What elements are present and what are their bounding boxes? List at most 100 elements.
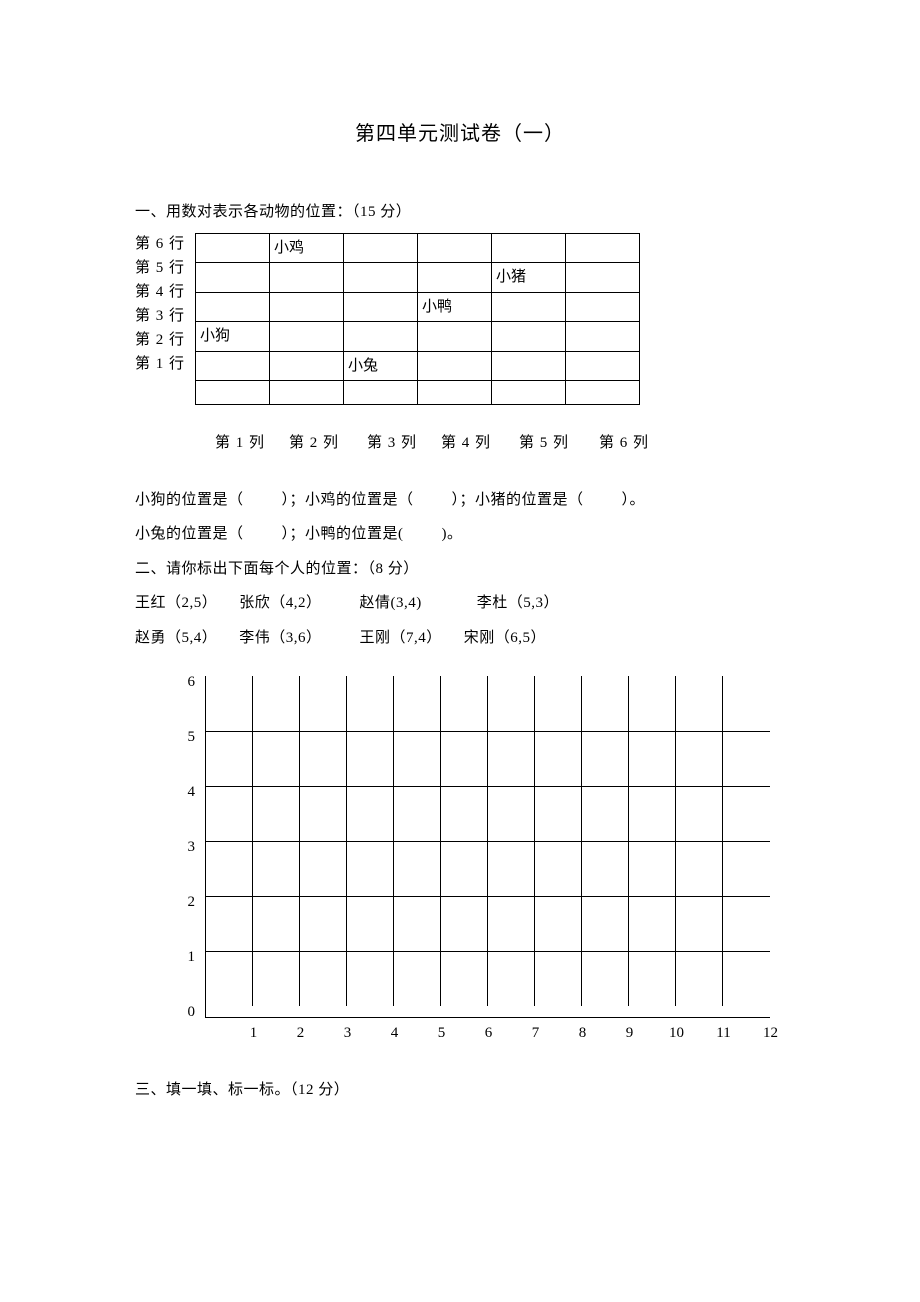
grid-cell	[629, 786, 676, 841]
y-tick: 3	[177, 833, 195, 888]
grid-cell	[441, 951, 488, 1006]
table-cell	[344, 263, 418, 293]
animal-table: 小鸡 小猪 小鸭 小狗	[195, 233, 640, 406]
grid-cell	[723, 841, 770, 896]
row-label: 第 4 行	[135, 281, 185, 305]
table-cell	[566, 233, 640, 263]
grid-cell	[535, 951, 582, 1006]
grid-cell	[629, 951, 676, 1006]
table-cell	[566, 292, 640, 322]
x-axis: 123456789101112	[183, 1019, 794, 1048]
grid-cell	[300, 731, 347, 786]
col-label: 第 4 列	[441, 429, 515, 458]
grid-cell	[723, 676, 770, 731]
grid-cell	[347, 676, 394, 731]
grid-cell	[253, 841, 300, 896]
q-text: ）；小猪的位置是（	[452, 492, 584, 508]
row-label: 第 1 行	[135, 353, 185, 377]
table-cell	[418, 233, 492, 263]
grid-cell	[206, 896, 253, 951]
col-label: 第 5 列	[519, 429, 593, 458]
grid-cell	[300, 841, 347, 896]
q-text: ）；小鸭的位置是(	[282, 526, 404, 542]
grid-cell	[582, 841, 629, 896]
grid-cell	[253, 896, 300, 951]
grid-cell	[206, 731, 253, 786]
grid-cell	[394, 896, 441, 951]
grid-cell	[582, 896, 629, 951]
question-line: 小狗的位置是（）；小鸡的位置是（）；小猪的位置是（）。	[135, 486, 785, 515]
section1-heading: 一、用数对表示各动物的位置：（15 分）	[135, 198, 785, 227]
question-line: 小兔的位置是（）；小鸭的位置是()。	[135, 520, 785, 549]
x-tick: 12	[747, 1019, 794, 1048]
table-cell	[492, 233, 566, 263]
grid-cell	[723, 896, 770, 951]
x-tick: 6	[465, 1019, 512, 1048]
section2-heading: 二、请你标出下面每个人的位置：（8 分）	[135, 555, 785, 584]
grid-cell	[488, 731, 535, 786]
grid-cell	[535, 896, 582, 951]
table-cell	[196, 233, 270, 263]
row-label: 第 6 行	[135, 233, 185, 257]
grid-body: 123456789101112	[205, 676, 770, 1018]
grid-cell	[206, 951, 253, 1006]
table-cell	[492, 351, 566, 381]
grid-cell	[582, 731, 629, 786]
grid-cell	[629, 841, 676, 896]
table-cell	[566, 322, 640, 352]
table-cell	[270, 292, 344, 322]
grid-cell	[629, 896, 676, 951]
table-cell	[344, 381, 418, 405]
x-tick: 5	[418, 1019, 465, 1048]
page-title: 第四单元测试卷（一）	[135, 115, 785, 153]
person: 张欣（4,2）	[239, 595, 321, 611]
table-cell	[196, 263, 270, 293]
person: 赵倩(3,4)	[360, 595, 422, 611]
grid-cell	[582, 951, 629, 1006]
x-tick: 3	[324, 1019, 371, 1048]
row-labels: 第 6 行 第 5 行 第 4 行 第 3 行 第 2 行 第 1 行	[135, 233, 185, 377]
grid-cell	[629, 676, 676, 731]
grid-cell	[300, 951, 347, 1006]
grid-cell	[206, 676, 253, 731]
col-label: 第 2 列	[289, 429, 363, 458]
grid-cell	[394, 786, 441, 841]
grid-cell	[535, 676, 582, 731]
grid-cell	[206, 786, 253, 841]
grid-cell	[394, 676, 441, 731]
grid-cell	[441, 731, 488, 786]
table-cell	[270, 322, 344, 352]
table-cell	[418, 381, 492, 405]
table-cell: 小兔	[344, 351, 418, 381]
grid-cell	[347, 731, 394, 786]
grid-cell	[300, 676, 347, 731]
grid-cell	[535, 731, 582, 786]
y-tick: 2	[177, 888, 195, 943]
x-tick: 7	[512, 1019, 559, 1048]
grid-row	[206, 896, 770, 951]
table-cell	[492, 292, 566, 322]
person: 宋刚（6,5）	[464, 630, 546, 646]
grid-cell	[441, 841, 488, 896]
grid-cell	[676, 786, 723, 841]
grid-cell	[629, 731, 676, 786]
table-cell	[418, 263, 492, 293]
table-cell	[196, 351, 270, 381]
people-row: 赵勇（5,4）李伟（3,6）王刚（7,4）宋刚（6,5）	[135, 624, 785, 653]
grid-cell	[441, 786, 488, 841]
grid-cell	[723, 731, 770, 786]
grid-cell	[253, 676, 300, 731]
col-label: 第 1 列	[215, 429, 289, 458]
col-label: 第 6 列	[599, 429, 673, 458]
grid-row	[206, 676, 770, 731]
y-tick: 4	[177, 778, 195, 833]
grid-cell	[394, 951, 441, 1006]
table-cell: 小狗	[196, 322, 270, 352]
grid-cell	[206, 841, 253, 896]
grid-cell	[441, 896, 488, 951]
table-cell	[418, 351, 492, 381]
x-tick: 2	[277, 1019, 324, 1048]
grid-cell	[676, 676, 723, 731]
grid-cell	[300, 786, 347, 841]
table-cell	[270, 263, 344, 293]
